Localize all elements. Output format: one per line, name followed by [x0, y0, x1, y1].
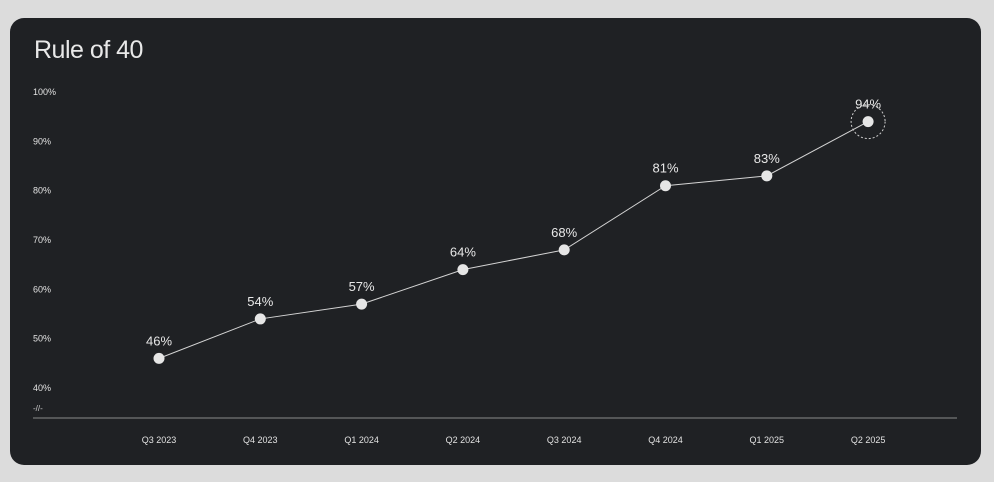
y-tick-label: 70%	[33, 235, 51, 245]
data-label: 64%	[450, 245, 476, 260]
x-tick-label: Q4 2023	[243, 435, 278, 445]
y-tick-label: 50%	[33, 334, 51, 344]
y-tick-label: 90%	[33, 136, 51, 146]
series-line	[158, 121, 869, 359]
chart-title: Rule of 40	[34, 36, 143, 64]
data-label: 54%	[247, 294, 273, 309]
x-tick-label: Q1 2025	[750, 435, 785, 445]
data-label: 46%	[146, 333, 172, 348]
data-point	[153, 352, 165, 364]
data-point	[457, 264, 469, 276]
data-label: 83%	[754, 151, 780, 166]
y-tick-label: 40%	[33, 383, 51, 393]
x-tick-label: Q1 2024	[344, 435, 379, 445]
data-point	[862, 116, 874, 128]
data-label: 81%	[652, 161, 678, 176]
data-point	[356, 298, 368, 310]
axis-break-marker: -//-	[33, 404, 43, 413]
data-point	[254, 313, 266, 325]
highlight-ring	[850, 104, 886, 140]
y-tick-label: 100%	[33, 87, 56, 97]
chart-card: Rule of 40 40% 50% 60% 70% 80% 90% 100% -//- Q…	[10, 18, 981, 465]
data-point	[558, 244, 570, 256]
x-tick-label: Q2 2025	[851, 435, 886, 445]
data-label: 94%	[855, 97, 881, 112]
y-tick-label: 60%	[33, 284, 51, 294]
x-tick-label: Q3 2023	[142, 435, 177, 445]
x-tick-label: Q3 2024	[547, 435, 582, 445]
data-label: 57%	[349, 279, 375, 294]
x-tick-label: Q4 2024	[648, 435, 683, 445]
data-point	[761, 170, 773, 182]
rule-of-40-line-chart: 40% 50% 60% 70% 80% 90% 100% -//- Q3 2023 Q4 20…	[33, 87, 957, 445]
data-point	[660, 180, 671, 192]
y-tick-label: 80%	[33, 186, 51, 196]
data-label: 68%	[551, 225, 577, 240]
x-tick-label: Q2 2024	[446, 435, 481, 445]
